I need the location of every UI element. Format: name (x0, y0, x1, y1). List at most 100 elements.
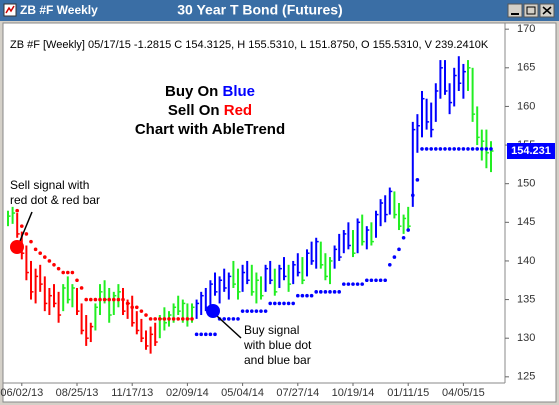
stop-dot (227, 317, 231, 321)
stop-dot (420, 147, 424, 151)
plot: 12513013514014515015516016517006/02/1308… (0, 23, 555, 399)
stop-dot (429, 147, 434, 151)
title-bar (0, 0, 559, 21)
stop-dot (291, 301, 296, 306)
subtitle-annotation: Chart with AbleTrend (135, 121, 285, 138)
stop-dot (434, 147, 438, 151)
buy-arrow (216, 315, 242, 339)
stop-dot (89, 297, 93, 302)
stop-dot (176, 317, 180, 321)
stop-dot (374, 278, 378, 283)
stop-dot (309, 293, 314, 298)
stop-dot (190, 317, 194, 321)
stop-dot (93, 297, 98, 302)
buy-note: with blue dot (243, 338, 312, 352)
buy-word: Blue (223, 83, 256, 100)
info-line: ZB #F [Weekly] 05/17/15 -1.2815 C 154.31… (10, 39, 489, 51)
buy-annotation: Buy On Blue (165, 83, 255, 100)
stop-dot (98, 297, 102, 302)
stop-dot (263, 309, 268, 313)
stop-dot (337, 290, 342, 294)
stop-dot (245, 309, 249, 313)
stop-dot (365, 278, 369, 283)
sell-note: Sell signal with (10, 178, 89, 192)
stop-dot (447, 147, 452, 151)
stop-dot (102, 297, 107, 302)
stop-dot (259, 309, 263, 313)
stop-dot (406, 228, 411, 232)
stop-dot (167, 317, 171, 321)
buy-signal-marker (206, 304, 220, 318)
stop-dot (457, 147, 461, 151)
x-tick-label: 07/27/14 (276, 387, 319, 399)
stop-dot (38, 251, 42, 256)
stop-dot (153, 317, 157, 321)
stop-dot (268, 301, 273, 306)
sell-signal-marker (10, 240, 24, 254)
y-tick-label: 130 (517, 332, 535, 344)
stop-dot (452, 147, 457, 151)
y-tick-label: 150 (517, 178, 535, 190)
stop-dot (194, 332, 199, 337)
stop-dot (489, 147, 493, 151)
stop-dot (388, 263, 392, 267)
stop-dot (130, 305, 134, 310)
stop-dot (24, 232, 29, 236)
maximize-button[interactable] (523, 3, 539, 18)
x-tick-label: 01/11/15 (387, 387, 429, 399)
last-price-box (507, 143, 555, 160)
last-price-label: 154.231 (511, 145, 551, 157)
stop-dot (484, 147, 489, 151)
y-tick-label: 135 (517, 293, 535, 305)
stop-dot (383, 278, 388, 283)
sell-arrow (19, 211, 33, 242)
stop-dot (20, 224, 24, 228)
stop-dot (346, 282, 351, 286)
y-tick-label: 145 (517, 216, 535, 228)
stop-dot (438, 147, 443, 151)
close-glyph (542, 6, 552, 15)
stop-dot (162, 317, 167, 321)
stop-dot (342, 282, 346, 286)
stop-dot (369, 278, 374, 283)
stop-dot (56, 266, 61, 271)
stop-dot (286, 301, 291, 306)
stop-dot (47, 259, 52, 263)
stop-dot (332, 290, 337, 294)
stop-dot (33, 247, 38, 252)
stop-dot (254, 309, 259, 313)
x-tick-label: 05/04/14 (221, 387, 264, 399)
x-tick-label: 10/19/14 (332, 387, 375, 399)
stop-dot (415, 178, 420, 182)
y-tick-label: 170 (517, 23, 535, 35)
stop-dot (121, 297, 125, 302)
stop-dot (250, 309, 254, 313)
y-tick-label: 160 (517, 100, 535, 112)
minimize-button[interactable] (507, 3, 523, 18)
stop-dot (15, 208, 19, 213)
stop-dot (355, 282, 360, 286)
stop-dot (144, 313, 148, 317)
stop-dot (199, 332, 203, 337)
stop-dot (29, 239, 33, 244)
stop-dot (107, 297, 111, 302)
stop-dot (401, 235, 406, 240)
stop-dot (466, 147, 470, 151)
stop-dot (392, 255, 397, 259)
stop-dot (443, 147, 447, 151)
stop-dot (139, 309, 144, 313)
stop-dot (181, 317, 185, 321)
stop-dot (116, 297, 121, 302)
stop-dot (277, 301, 282, 306)
stop-dot (480, 147, 484, 151)
stop-dot (171, 317, 176, 321)
stop-dot (70, 270, 75, 275)
sell-word: Red (224, 102, 252, 119)
stop-dot (148, 317, 153, 321)
sell-note: red dot & red bar (10, 193, 100, 207)
x-tick-label: 08/25/13 (56, 387, 99, 399)
x-tick-label: 04/05/15 (442, 387, 485, 399)
stop-dot (135, 305, 139, 310)
stop-dot (112, 297, 116, 302)
stop-dot (61, 270, 65, 275)
